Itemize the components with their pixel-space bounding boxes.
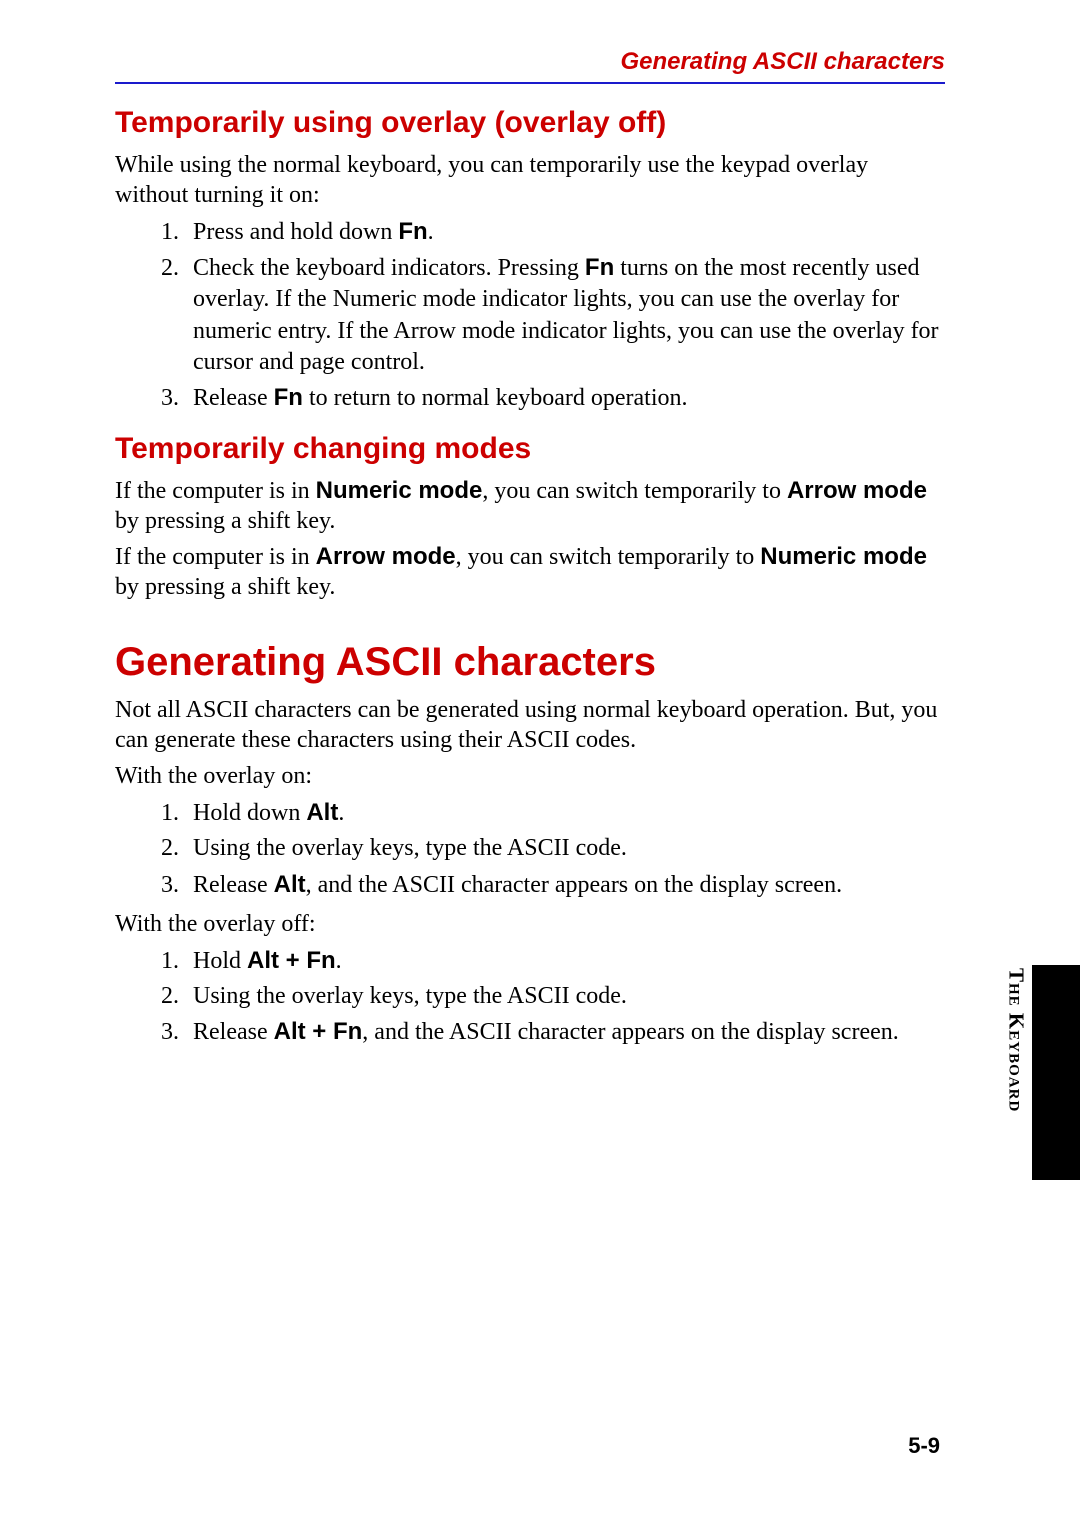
- text: Check the keyboard indicators. Pressing: [193, 255, 585, 281]
- heading-overlay-off: Temporarily using overlay (overlay off): [115, 106, 945, 140]
- header-rule: [115, 82, 945, 84]
- text: Press and hold down: [193, 219, 398, 245]
- text: , you can switch temporarily to: [456, 544, 761, 570]
- chapter-tab: [1032, 965, 1080, 1180]
- chapter-label-container: The Keyboard: [1004, 968, 1028, 1183]
- text: .: [336, 948, 342, 974]
- text: Release: [193, 872, 274, 898]
- text: If the computer is in: [115, 478, 316, 504]
- text: Hold: [193, 948, 247, 974]
- text: to return to normal keyboard operation.: [303, 385, 688, 411]
- body-text: With the overlay off:: [115, 909, 945, 939]
- key-fn: Fn: [585, 254, 614, 281]
- key-alt-fn: Alt + Fn: [274, 1018, 363, 1045]
- list-item: Using the overlay keys, type the ASCII c…: [185, 981, 945, 1012]
- text: Release: [193, 385, 274, 411]
- body-text: With the overlay on:: [115, 761, 945, 791]
- manual-page: Generating ASCII characters Temporarily …: [0, 0, 1080, 1529]
- key-alt-fn: Alt + Fn: [247, 947, 336, 974]
- heading-changing-modes: Temporarily changing modes: [115, 432, 945, 466]
- steps-list: Press and hold down Fn. Check the keyboa…: [115, 216, 945, 414]
- list-item: Using the overlay keys, type the ASCII c…: [185, 833, 945, 864]
- heading-generating-ascii: Generating ASCII characters: [115, 640, 945, 685]
- mode-arrow: Arrow mode: [787, 477, 927, 504]
- list-item: Check the keyboard indicators. Pressing …: [185, 252, 945, 378]
- key-alt: Alt: [274, 871, 306, 898]
- body-text: If the computer is in Arrow mode, you ca…: [115, 542, 945, 602]
- list-item: Press and hold down Fn.: [185, 216, 945, 248]
- steps-list: Hold down Alt. Using the overlay keys, t…: [115, 797, 945, 901]
- key-alt: Alt: [306, 799, 338, 826]
- key-fn: Fn: [398, 218, 427, 245]
- page-number: 5-9: [908, 1433, 940, 1459]
- page-content: Generating ASCII characters Temporarily …: [115, 48, 945, 1056]
- chapter-label: The Keyboard: [1004, 968, 1029, 1112]
- mode-numeric: Numeric mode: [316, 477, 483, 504]
- text: , and the ASCII character appears on the…: [362, 1019, 898, 1045]
- text: Release: [193, 1019, 274, 1045]
- text: .: [338, 800, 344, 826]
- text: by pressing a shift key.: [115, 508, 335, 534]
- text: , and the ASCII character appears on the…: [306, 872, 842, 898]
- running-header: Generating ASCII characters: [115, 48, 945, 76]
- body-text: Not all ASCII characters can be generate…: [115, 695, 945, 755]
- steps-list: Hold Alt + Fn. Using the overlay keys, t…: [115, 945, 945, 1049]
- list-item: Hold down Alt.: [185, 797, 945, 829]
- list-item: Hold Alt + Fn.: [185, 945, 945, 977]
- key-fn: Fn: [274, 384, 303, 411]
- text: Hold down: [193, 800, 306, 826]
- body-text: While using the normal keyboard, you can…: [115, 150, 945, 210]
- list-item: Release Alt, and the ASCII character app…: [185, 869, 945, 901]
- mode-arrow: Arrow mode: [316, 543, 456, 570]
- body-text: If the computer is in Numeric mode, you …: [115, 476, 945, 536]
- list-item: Release Fn to return to normal keyboard …: [185, 382, 945, 414]
- list-item: Release Alt + Fn, and the ASCII characte…: [185, 1016, 945, 1048]
- text: by pressing a shift key.: [115, 574, 335, 600]
- text: .: [428, 219, 434, 245]
- text: If the computer is in: [115, 544, 316, 570]
- text: , you can switch temporarily to: [482, 478, 787, 504]
- mode-numeric: Numeric mode: [760, 543, 927, 570]
